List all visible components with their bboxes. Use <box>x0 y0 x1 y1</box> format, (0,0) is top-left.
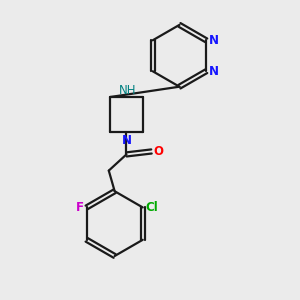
Text: NH: NH <box>118 84 136 97</box>
Text: N: N <box>208 65 219 78</box>
Text: N: N <box>122 134 131 147</box>
Text: Cl: Cl <box>146 201 158 214</box>
Text: N: N <box>208 34 219 47</box>
Text: O: O <box>154 145 164 158</box>
Text: F: F <box>76 201 84 214</box>
